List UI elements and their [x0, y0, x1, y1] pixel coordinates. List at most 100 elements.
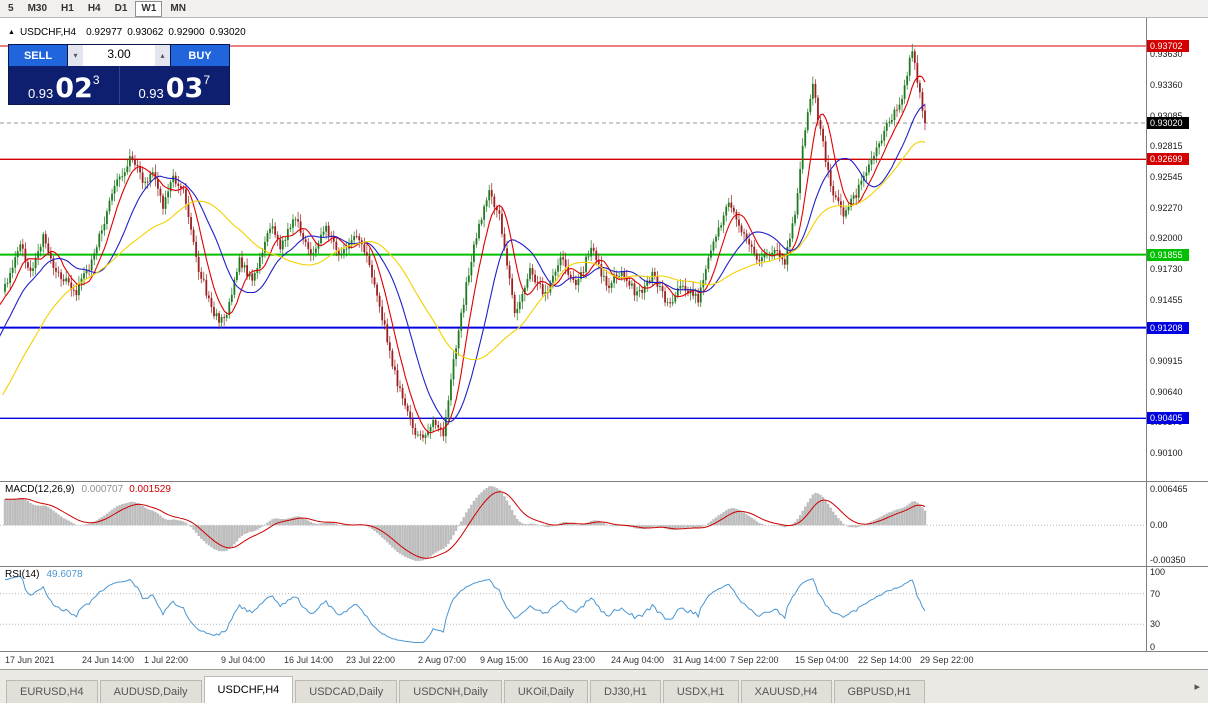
volume-control: ▾ 3.00 ▴: [67, 45, 171, 66]
price-axis-label: 0.91455: [1150, 295, 1183, 305]
macd-name: MACD(12,26,9): [5, 484, 74, 495]
macd-chart[interactable]: [0, 482, 1146, 566]
timeframe-button-h4[interactable]: H4: [82, 1, 107, 17]
rsi-name: RSI(14): [5, 569, 39, 580]
macd-axis-label: 0.006465: [1150, 484, 1188, 494]
chart-tab-usdcnh-daily[interactable]: USDCNH,Daily: [399, 680, 502, 703]
ohlc-high: 0.93062: [127, 27, 163, 38]
buy-price-button[interactable]: 0.93 03 7: [119, 66, 230, 104]
macd-axis-label: -0.00350: [1150, 555, 1186, 565]
chart-tab-audusd-daily[interactable]: AUDUSD,Daily: [100, 680, 202, 703]
price-axis-label: 0.90100: [1150, 448, 1183, 458]
buy-button[interactable]: BUY: [171, 45, 229, 66]
sell-price-point: 3: [93, 74, 100, 86]
price-axis-label: 0.92000: [1150, 233, 1183, 243]
rsi-chart[interactable]: [0, 567, 1146, 651]
timeframe-toolbar: 5M30H1H4D1W1MN: [0, 0, 1208, 18]
rsi-label: RSI(14) 49.6078: [5, 569, 83, 580]
price-axis-label: 0.90915: [1150, 356, 1183, 366]
chart-tabs: EURUSD,H4AUDUSD,DailyUSDCHF,H4USDCAD,Dai…: [6, 670, 927, 703]
time-axis-label: 17 Jun 2021: [5, 655, 55, 665]
sell-price-prefix: 0.93: [28, 87, 53, 100]
volume-increase-button[interactable]: ▴: [155, 45, 170, 66]
price-axis-label: 0.90640: [1150, 387, 1183, 397]
rsi-axis-label: 0: [1150, 642, 1155, 652]
chart-tab-xauusd-h4[interactable]: XAUUSD,H4: [741, 680, 832, 703]
price-level-flag: 0.91855: [1147, 249, 1189, 261]
rsi-axis-label: 100: [1150, 567, 1165, 577]
ohlc-close: 0.93020: [210, 27, 246, 38]
macd-main-value: 0.000707: [81, 484, 123, 495]
macd-signal-value: 0.001529: [129, 484, 171, 495]
volume-input[interactable]: 3.00: [83, 45, 155, 66]
price-axis-label: 0.91730: [1150, 264, 1183, 274]
time-axis-label: 9 Jul 04:00: [221, 655, 265, 665]
macd-axis-label: 0.00: [1150, 520, 1168, 530]
time-axis-label: 24 Jun 14:00: [82, 655, 134, 665]
ohlc-open: 0.92977: [86, 27, 122, 38]
chart-tab-dj30-h1[interactable]: DJ30,H1: [590, 680, 661, 703]
price-axis-label: 0.93360: [1150, 80, 1183, 90]
price-axis[interactable]: 0.936300.933600.930850.928150.925450.922…: [1146, 18, 1208, 481]
time-axis-label: 9 Aug 15:00: [480, 655, 528, 665]
macd-indicator-panel: MACD(12,26,9)0.0007070.001529 0.0064650.…: [0, 482, 1208, 567]
time-axis-label: 24 Aug 04:00: [611, 655, 664, 665]
timeframe-button-m30[interactable]: M30: [22, 1, 53, 17]
price-level-flag: 0.90405: [1147, 412, 1189, 424]
price-level-flag: 0.91208: [1147, 322, 1189, 334]
one-click-trading-panel: SELL ▾ 3.00 ▴ BUY 0.93 02 3 0.93: [8, 44, 230, 105]
chart-ohlc-info: ▲ USDCHF,H4 0.92977 0.93062 0.92900 0.93020: [8, 27, 251, 38]
price-axis-label: 0.92545: [1150, 172, 1183, 182]
price-axis-label: 0.92815: [1150, 141, 1183, 151]
time-axis[interactable]: 17 Jun 2021 24 Jun 14:00 1 Jul 22:00 9 Jul …: [0, 652, 1208, 669]
timeframe-button-w1[interactable]: W1: [135, 1, 162, 17]
price-chart-plot[interactable]: ▲ USDCHF,H4 0.92977 0.93062 0.92900 0.93020 S…: [0, 18, 1146, 481]
chart-tab-eurusd-h4[interactable]: EURUSD,H4: [6, 680, 98, 703]
time-axis-label: 16 Aug 23:00: [542, 655, 595, 665]
sell-button[interactable]: SELL: [9, 45, 67, 66]
timeframe-button-mn[interactable]: MN: [164, 1, 192, 17]
sell-price-button[interactable]: 0.93 02 3: [9, 66, 119, 104]
time-axis-label: 15 Sep 04:00: [795, 655, 849, 665]
macd-label: MACD(12,26,9) 0.000707 0.001529: [5, 484, 171, 495]
rsi-indicator-panel: RSI(14)49.6078 10070300: [0, 567, 1208, 652]
mt4-window: 5M30H1H4D1W1MN ▲ USDCHF,H4 0.92977 0.93062 0…: [0, 0, 1208, 703]
timeframe-button-d1[interactable]: D1: [109, 1, 134, 17]
rsi-plot[interactable]: RSI(14) 49.6078: [0, 567, 1146, 651]
buy-price-point: 7: [203, 74, 210, 86]
price-level-flag: 0.93702: [1147, 40, 1189, 52]
time-axis-label: 2 Aug 07:00: [418, 655, 466, 665]
rsi-value: 49.6078: [46, 569, 82, 580]
rsi-axis-label: 70: [1150, 589, 1160, 599]
time-axis-label: 1 Jul 22:00: [144, 655, 188, 665]
price-axis-label: 0.92270: [1150, 203, 1183, 213]
chart-tabs-bar: EURUSD,H4AUDUSD,DailyUSDCHF,H4USDCAD,Dai…: [0, 669, 1208, 703]
chart-tab-usdcad-daily[interactable]: USDCAD,Daily: [295, 680, 397, 703]
sell-price-pips: 02: [55, 78, 93, 100]
buy-price-prefix: 0.93: [138, 87, 163, 100]
chart-symbol-period: USDCHF,H4: [20, 27, 76, 38]
chart-tab-ukoil-daily[interactable]: UKOil,Daily: [504, 680, 588, 703]
rsi-axis[interactable]: 10070300: [1146, 567, 1208, 651]
ohlc-low: 0.92900: [168, 27, 204, 38]
price-level-flag: 0.92699: [1147, 153, 1189, 165]
buy-price-pips: 03: [166, 78, 204, 100]
tabs-scroll-right-icon[interactable]: ▸: [1194, 680, 1200, 693]
price-chart-panel: ▲ USDCHF,H4 0.92977 0.93062 0.92900 0.93020 S…: [0, 18, 1208, 482]
one-click-toggle-icon[interactable]: ▲: [8, 29, 15, 36]
time-axis-label: 23 Jul 22:00: [346, 655, 395, 665]
chart-tab-gbpusd-h1[interactable]: GBPUSD,H1: [834, 680, 926, 703]
volume-decrease-button[interactable]: ▾: [68, 45, 83, 66]
macd-axis[interactable]: 0.006465 0.00 -0.00350: [1146, 482, 1208, 566]
time-axis-label: 31 Aug 14:00: [673, 655, 726, 665]
time-axis-label: 22 Sep 14:00: [858, 655, 912, 665]
timeframe-button-h1[interactable]: H1: [55, 1, 80, 17]
time-axis-label: 29 Sep 22:00: [920, 655, 974, 665]
chart-tab-usdx-h1[interactable]: USDX,H1: [663, 680, 739, 703]
time-axis-label: 7 Sep 22:00: [730, 655, 779, 665]
chart-tab-usdchf-h4[interactable]: USDCHF,H4: [204, 676, 294, 703]
current-price-flag: 0.93020: [1147, 117, 1189, 129]
time-axis-label: 16 Jul 14:00: [284, 655, 333, 665]
macd-plot[interactable]: MACD(12,26,9) 0.000707 0.001529: [0, 482, 1146, 566]
timeframe-button-5[interactable]: 5: [2, 1, 20, 17]
